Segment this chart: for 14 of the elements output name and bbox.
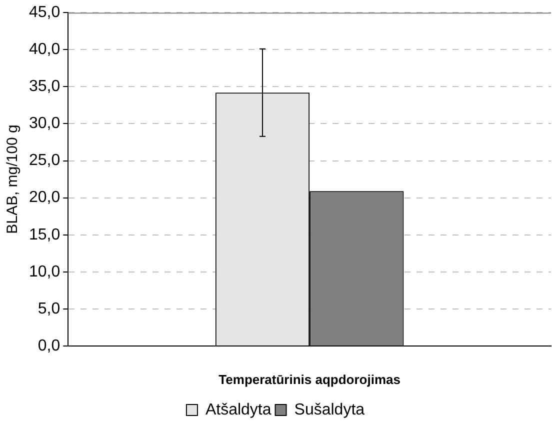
y-tick-label: 45,0 xyxy=(29,4,60,22)
y-tick-label: 10,0 xyxy=(29,263,60,280)
y-tick-label: 5,0 xyxy=(38,300,60,318)
y-tick-label: 30,0 xyxy=(29,115,60,132)
y-tick-label: 0,0 xyxy=(38,337,60,354)
x-axis-title: Temperatūrinis aqpdorojimas xyxy=(218,372,400,387)
y-tick-label: 20,0 xyxy=(29,189,60,206)
y-tick-label: 15,0 xyxy=(29,226,60,244)
legend-label: Sušaldyta xyxy=(294,401,365,418)
y-axis-title: BLAB, mg/100 g xyxy=(4,124,22,234)
y-tick-label: 35,0 xyxy=(29,78,60,96)
legend-label: Atšaldyta xyxy=(205,401,272,418)
y-tick-label: 25,0 xyxy=(29,152,60,170)
y-tick-label: 40,0 xyxy=(29,41,60,58)
